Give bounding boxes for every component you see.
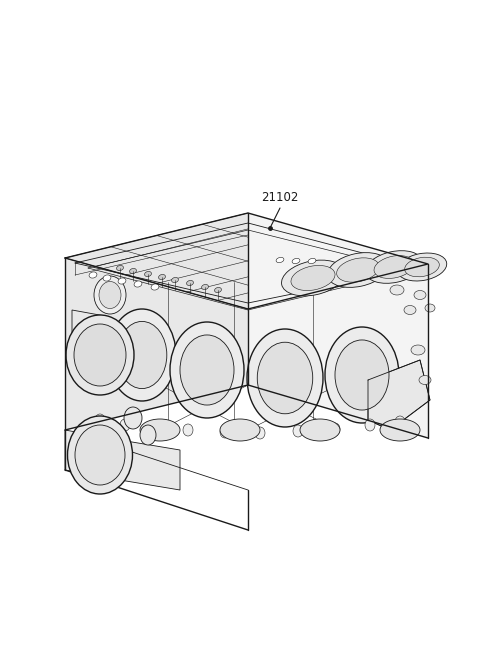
Ellipse shape [255, 427, 265, 439]
Polygon shape [65, 213, 428, 309]
Ellipse shape [202, 285, 208, 289]
Ellipse shape [74, 324, 126, 386]
Polygon shape [72, 349, 105, 380]
Ellipse shape [134, 281, 142, 287]
Ellipse shape [365, 251, 422, 283]
Ellipse shape [405, 257, 439, 277]
Ellipse shape [117, 266, 123, 270]
Ellipse shape [95, 414, 105, 426]
Ellipse shape [66, 315, 134, 395]
Ellipse shape [404, 306, 416, 314]
Ellipse shape [292, 258, 300, 264]
Polygon shape [248, 213, 428, 438]
Ellipse shape [257, 342, 313, 414]
Polygon shape [72, 310, 105, 355]
Ellipse shape [215, 287, 221, 293]
Ellipse shape [130, 268, 136, 274]
Ellipse shape [151, 284, 159, 290]
Ellipse shape [220, 426, 230, 438]
Ellipse shape [99, 281, 121, 308]
Ellipse shape [300, 419, 340, 441]
Ellipse shape [118, 278, 126, 284]
Ellipse shape [187, 280, 193, 285]
Ellipse shape [108, 309, 176, 401]
Ellipse shape [150, 422, 160, 434]
Ellipse shape [281, 260, 345, 296]
Ellipse shape [330, 423, 340, 435]
Polygon shape [65, 430, 120, 480]
Ellipse shape [395, 416, 405, 428]
Ellipse shape [180, 335, 234, 405]
Ellipse shape [390, 285, 404, 295]
Ellipse shape [308, 258, 316, 264]
Ellipse shape [75, 425, 125, 485]
Polygon shape [65, 213, 248, 430]
Ellipse shape [124, 407, 142, 429]
Ellipse shape [220, 419, 260, 441]
Polygon shape [120, 440, 180, 490]
Polygon shape [368, 360, 430, 430]
Ellipse shape [171, 277, 179, 283]
Ellipse shape [103, 275, 111, 281]
Ellipse shape [94, 276, 126, 314]
Ellipse shape [291, 266, 335, 291]
Ellipse shape [293, 425, 303, 437]
Ellipse shape [380, 419, 420, 441]
Ellipse shape [183, 424, 193, 436]
Text: 21102: 21102 [261, 191, 299, 204]
Ellipse shape [336, 258, 379, 282]
Ellipse shape [247, 329, 323, 427]
Ellipse shape [140, 425, 156, 445]
Ellipse shape [276, 257, 284, 262]
Ellipse shape [325, 327, 399, 423]
Ellipse shape [419, 375, 431, 384]
Ellipse shape [411, 345, 425, 355]
Ellipse shape [144, 272, 152, 277]
Ellipse shape [374, 256, 414, 278]
Ellipse shape [335, 340, 389, 410]
Ellipse shape [140, 419, 180, 441]
Ellipse shape [158, 274, 166, 279]
Ellipse shape [425, 304, 435, 312]
Ellipse shape [397, 253, 447, 281]
Ellipse shape [365, 419, 375, 431]
Ellipse shape [170, 322, 244, 418]
Ellipse shape [327, 253, 388, 287]
Ellipse shape [117, 321, 167, 388]
Ellipse shape [68, 416, 132, 494]
Ellipse shape [89, 272, 97, 278]
Ellipse shape [414, 291, 426, 300]
Ellipse shape [120, 419, 130, 431]
